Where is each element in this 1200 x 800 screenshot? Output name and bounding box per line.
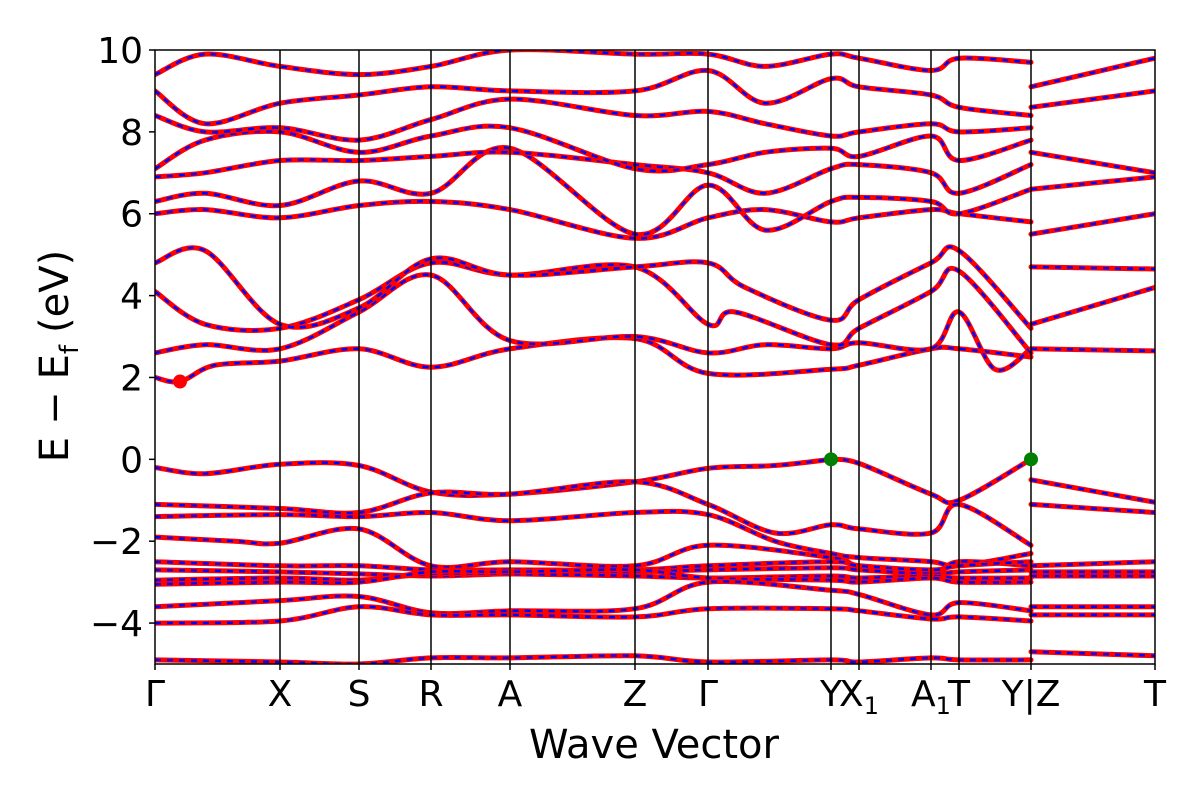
x-axis-ticks: Γ X S R A Z Γ YX1 A1T Y|Z T bbox=[145, 664, 1167, 720]
band-line-blue bbox=[155, 568, 1032, 586]
band-line-blue bbox=[1030, 151, 1155, 175]
band-line-blue bbox=[830, 458, 1032, 504]
band-line-blue bbox=[1030, 503, 1155, 514]
y-tick-label: 0 bbox=[120, 440, 143, 481]
plot-area bbox=[154, 49, 1156, 665]
band-line-blue bbox=[1030, 650, 1155, 658]
band-line-blue bbox=[155, 527, 1032, 576]
y-tick-label: −4 bbox=[90, 604, 143, 645]
band-line-red bbox=[155, 96, 1034, 143]
x-tick-label-subscript: 1 bbox=[864, 692, 879, 720]
x-tick-label: R bbox=[418, 674, 443, 715]
x-tick-label: X1 bbox=[839, 674, 879, 720]
x-tick-label: A bbox=[498, 674, 523, 715]
x-tick-label: X bbox=[268, 674, 293, 715]
band-line-blue bbox=[1030, 286, 1155, 326]
plot-frame bbox=[154, 49, 1156, 665]
x-tick-label: Γ bbox=[698, 674, 718, 715]
y-axis-label-e2: E bbox=[32, 354, 78, 379]
band-line-blue bbox=[1030, 56, 1155, 89]
markers-layer bbox=[173, 374, 1038, 467]
kpath-lines bbox=[279, 50, 1032, 664]
band-line-blue bbox=[155, 50, 1032, 76]
band-line-red bbox=[155, 244, 1034, 331]
y-axis-label-unit: (eV) bbox=[32, 250, 78, 333]
y-tick-label: 8 bbox=[120, 113, 143, 154]
band-line-blue bbox=[1030, 560, 1155, 568]
band-line-blue bbox=[155, 580, 1032, 617]
x-tick-label: T bbox=[1143, 674, 1167, 715]
band-line-blue bbox=[1030, 212, 1155, 236]
band-line-blue bbox=[155, 336, 1032, 384]
band-line-red bbox=[155, 145, 1034, 237]
band-line-blue bbox=[155, 150, 1032, 195]
band-line-blue bbox=[155, 200, 1032, 240]
y-tick-label: 4 bbox=[120, 277, 143, 318]
band-line-blue bbox=[155, 458, 832, 497]
band-line-blue bbox=[155, 572, 1032, 582]
y-axis-ticks: −4 −2 0 2 4 6 8 10 bbox=[90, 31, 155, 645]
x-tick-label: Γ bbox=[145, 674, 165, 715]
band-line-blue bbox=[1030, 347, 1155, 353]
x-tick-label: T bbox=[947, 674, 971, 715]
x-tick-label: Y bbox=[819, 674, 843, 715]
y-tick-label: 10 bbox=[97, 31, 143, 72]
band-line-blue bbox=[155, 124, 1032, 173]
band-line-blue bbox=[155, 566, 1032, 578]
band-extremum-marker bbox=[824, 452, 838, 467]
band-extremum-marker bbox=[1024, 452, 1038, 467]
y-axis-label-sub-f: f bbox=[55, 344, 85, 354]
x-tick-label: Y|Z bbox=[1001, 674, 1061, 715]
y-tick-label: 6 bbox=[120, 195, 143, 236]
x-axis-label: Wave Vector bbox=[529, 722, 780, 768]
band-line-blue bbox=[155, 260, 1032, 354]
band-line-blue bbox=[1030, 89, 1155, 109]
x-tick-label-subscript: 1 bbox=[936, 692, 951, 720]
band-line-blue bbox=[155, 69, 1032, 125]
band-extremum-marker bbox=[173, 374, 187, 389]
y-axis-label-minus: − bbox=[32, 391, 78, 425]
band-line-blue bbox=[1030, 478, 1155, 504]
y-tick-label: −2 bbox=[90, 522, 143, 563]
y-tick-label: 2 bbox=[120, 358, 143, 399]
band-line-blue bbox=[155, 273, 1032, 372]
band-line-blue bbox=[1030, 265, 1155, 271]
x-tick-label: Z bbox=[623, 674, 648, 715]
band-line-blue bbox=[155, 480, 1032, 547]
band-line-blue bbox=[1030, 175, 1155, 191]
band-line-blue bbox=[155, 605, 1032, 625]
y-axis-label-e: E bbox=[32, 437, 78, 462]
x-tick-label: S bbox=[348, 674, 371, 715]
band-line-blue bbox=[155, 510, 1032, 568]
y-axis-label: E − Ef (eV) bbox=[32, 250, 85, 462]
band-line-blue bbox=[155, 560, 1032, 572]
